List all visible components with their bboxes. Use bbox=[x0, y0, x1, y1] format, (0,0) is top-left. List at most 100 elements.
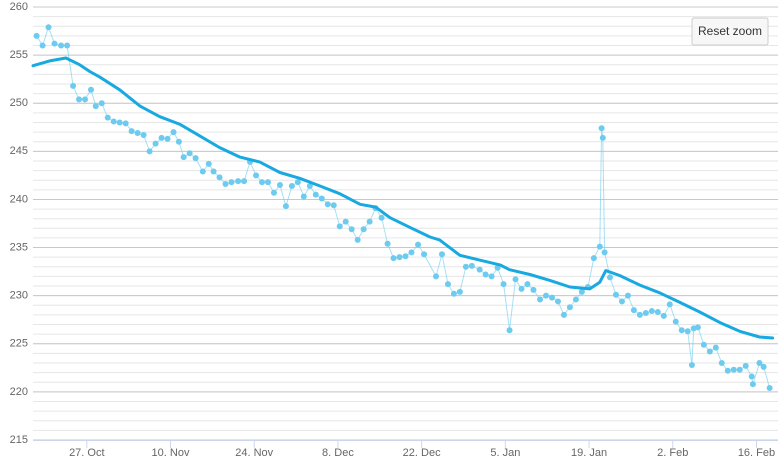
data-point bbox=[384, 240, 391, 247]
series-line bbox=[31, 56, 775, 340]
data-point bbox=[494, 264, 501, 271]
data-point bbox=[180, 154, 187, 161]
data-point bbox=[312, 191, 319, 198]
x-tick-label: 8. Dec bbox=[322, 447, 354, 459]
data-point bbox=[186, 150, 193, 157]
y-tick-label: 215 bbox=[10, 434, 28, 446]
data-point bbox=[164, 135, 171, 142]
data-point bbox=[58, 42, 65, 49]
data-point bbox=[500, 281, 507, 288]
data-point bbox=[590, 255, 597, 262]
data-point bbox=[530, 286, 537, 293]
data-point bbox=[636, 311, 643, 318]
data-point bbox=[660, 312, 667, 319]
y-tick-label: 240 bbox=[10, 193, 28, 205]
data-point bbox=[756, 360, 763, 367]
data-point bbox=[205, 160, 212, 167]
data-point bbox=[306, 182, 313, 189]
data-point bbox=[618, 298, 625, 305]
data-point bbox=[450, 290, 457, 297]
data-point bbox=[749, 381, 756, 388]
data-point bbox=[152, 140, 159, 147]
data-point bbox=[282, 203, 289, 210]
data-point bbox=[146, 148, 153, 155]
data-point bbox=[548, 294, 555, 301]
data-point bbox=[476, 266, 483, 273]
data-point bbox=[354, 236, 361, 243]
data-point bbox=[506, 327, 513, 334]
data-point bbox=[524, 281, 531, 288]
data-point bbox=[222, 181, 229, 188]
data-point bbox=[624, 292, 631, 299]
data-point bbox=[543, 292, 550, 299]
data-point bbox=[175, 138, 182, 145]
data-point bbox=[378, 214, 385, 221]
data-point bbox=[456, 288, 463, 295]
data-point bbox=[444, 281, 451, 288]
data-point bbox=[253, 172, 260, 179]
data-point bbox=[700, 341, 707, 348]
data-point bbox=[33, 32, 40, 39]
y-tick-label: 220 bbox=[10, 386, 28, 398]
data-point bbox=[360, 226, 367, 233]
data-point bbox=[462, 263, 469, 270]
data-point bbox=[330, 202, 337, 209]
data-point bbox=[342, 218, 349, 225]
data-point bbox=[518, 285, 525, 292]
data-point bbox=[648, 308, 655, 315]
data-point bbox=[39, 42, 46, 49]
data-point bbox=[678, 327, 685, 334]
data-point bbox=[318, 195, 325, 202]
data-point bbox=[276, 182, 283, 189]
button-label[interactable]: Reset zoom bbox=[698, 24, 762, 38]
data-point bbox=[98, 100, 105, 107]
data-point bbox=[324, 201, 331, 208]
data-point bbox=[170, 129, 177, 136]
data-point bbox=[288, 182, 295, 189]
x-tick-label: 2. Feb bbox=[657, 447, 688, 459]
data-point bbox=[110, 118, 117, 125]
data-point bbox=[104, 114, 111, 121]
data-point bbox=[438, 251, 445, 258]
data-point bbox=[512, 276, 519, 283]
data-point bbox=[578, 288, 585, 295]
data-point bbox=[432, 273, 439, 280]
data-point bbox=[92, 103, 99, 110]
data-point bbox=[482, 271, 489, 278]
reset-zoom-button[interactable]: Reset zoom bbox=[691, 17, 769, 46]
data-point bbox=[210, 168, 217, 175]
data-point bbox=[216, 174, 223, 181]
data-point bbox=[192, 155, 199, 162]
data-point bbox=[601, 249, 608, 256]
data-point bbox=[390, 255, 397, 262]
data-point bbox=[612, 291, 619, 298]
data-point bbox=[688, 361, 695, 368]
data-point bbox=[76, 96, 83, 103]
data-point bbox=[596, 243, 603, 250]
data-point bbox=[45, 24, 52, 31]
data-point bbox=[712, 344, 719, 351]
data-point bbox=[560, 311, 567, 318]
data-point bbox=[158, 134, 165, 141]
data-point bbox=[566, 304, 573, 311]
data-point bbox=[402, 253, 409, 260]
button-frame[interactable] bbox=[691, 17, 769, 46]
y-tick-label: 225 bbox=[10, 338, 28, 350]
data-point bbox=[70, 82, 77, 89]
data-point bbox=[134, 130, 141, 137]
x-tick-label: 16. Feb bbox=[738, 447, 775, 459]
data-point bbox=[468, 262, 475, 269]
y-tick-label: 255 bbox=[10, 49, 28, 61]
data-point bbox=[748, 373, 755, 380]
data-point bbox=[718, 360, 725, 367]
x-tick-label: 22. Dec bbox=[403, 447, 441, 459]
data-point bbox=[606, 274, 613, 281]
data-point bbox=[228, 179, 235, 186]
data-point bbox=[122, 120, 129, 127]
data-point bbox=[572, 296, 579, 303]
data-point bbox=[270, 189, 277, 196]
data-point bbox=[366, 218, 373, 225]
data-point bbox=[630, 307, 637, 314]
data-point bbox=[666, 301, 673, 308]
